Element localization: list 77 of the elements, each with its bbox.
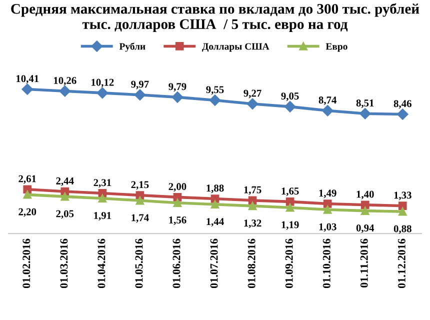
- legend-label: Евро: [326, 43, 348, 52]
- x-tick-label: 01.07.2016: [210, 238, 218, 288]
- x-tick-label: 01.05.2016: [135, 238, 143, 288]
- point: [209, 94, 221, 106]
- x-tick-label: 01.11.2016: [360, 238, 368, 288]
- legend-label: Рубли: [119, 42, 146, 52]
- point: [286, 203, 294, 212]
- data-label: 10,41: [16, 75, 39, 84]
- point: [134, 89, 146, 100]
- data-label: 2,00: [168, 183, 186, 192]
- data-label: 2,15: [131, 181, 149, 190]
- data-label: 1,49: [319, 190, 336, 198]
- data-label: 0,88: [394, 225, 412, 234]
- data-label: 2,31: [94, 179, 111, 188]
- x-tick-label: 01.12.2016: [398, 238, 406, 288]
- data-label: 9,27: [244, 90, 262, 98]
- data-label: 10,26: [54, 77, 76, 86]
- data-label: 1,03: [319, 223, 336, 232]
- data-label: 10,12: [92, 78, 114, 88]
- point: [136, 196, 144, 205]
- data-label: 1,32: [244, 220, 262, 228]
- x-tick-label: 01.10.2016: [322, 238, 330, 288]
- point: [60, 192, 70, 201]
- legend-label: Доллары США: [202, 43, 270, 52]
- point: [360, 108, 371, 120]
- point: [173, 193, 182, 202]
- data-label: 9,79: [168, 83, 186, 92]
- data-label: 1,74: [132, 214, 149, 223]
- data-label: 2,61: [18, 175, 36, 184]
- point: [323, 205, 332, 214]
- point: [173, 198, 182, 208]
- data-label: 2,05: [56, 210, 74, 219]
- point: [98, 194, 107, 203]
- data-label: 1,75: [244, 186, 262, 195]
- data-label: 1,40: [356, 190, 374, 200]
- point: [59, 86, 70, 97]
- data-label: 1,56: [169, 216, 186, 226]
- data-label: 8,74: [318, 96, 337, 106]
- x-tick-label: 01.04.2016: [98, 238, 106, 288]
- point: [360, 206, 370, 215]
- point: [286, 198, 294, 206]
- x-tick-label: 01.06.2016: [172, 238, 180, 288]
- data-label: 0,94: [356, 224, 374, 233]
- data-label: 1,44: [206, 218, 224, 227]
- point: [172, 92, 184, 103]
- x-tick-label: 01.03.2016: [60, 238, 68, 288]
- data-label: 9,97: [131, 80, 149, 90]
- data-label: 1,65: [282, 188, 299, 196]
- point: [397, 108, 408, 120]
- point: [284, 101, 296, 112]
- chart-title: Средняя максимальная ставка по вкладам до 300 тыс. рублей тыс. долларов США / 5 тыс. евро на год: [11, 3, 420, 32]
- data-label: 2,44: [56, 177, 74, 186]
- point: [248, 196, 257, 205]
- data-label: 9,55: [206, 86, 224, 95]
- point: [210, 200, 220, 209]
- point: [322, 105, 334, 116]
- data-label: 8,51: [356, 99, 374, 108]
- point: [23, 190, 32, 199]
- x-tick-label: 01.09.2016: [285, 238, 293, 288]
- data-label: 1,33: [394, 192, 412, 200]
- x-tick-label: 01.02.2016: [22, 238, 30, 288]
- point: [210, 194, 220, 203]
- data-label: 9,05: [281, 92, 299, 102]
- point: [398, 202, 407, 210]
- point: [398, 207, 407, 216]
- data-label: 1,91: [94, 212, 111, 221]
- data-label: 1,19: [282, 221, 299, 230]
- point: [246, 98, 258, 110]
- data-label: 2,20: [18, 208, 36, 217]
- point: [22, 84, 33, 95]
- data-label: 1,88: [206, 184, 224, 194]
- point: [248, 202, 257, 210]
- x-tick-label: 01.08.2016: [248, 238, 256, 288]
- point: [96, 87, 108, 99]
- data-label: 8,46: [394, 100, 412, 109]
- point: [360, 200, 370, 210]
- point: [323, 200, 332, 208]
